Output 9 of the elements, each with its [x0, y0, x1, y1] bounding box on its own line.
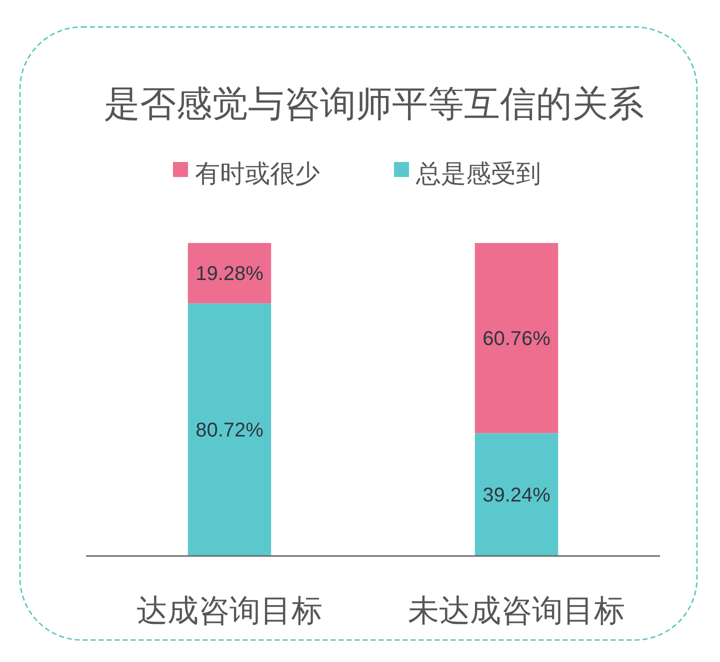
data-label: 19.28%: [196, 263, 264, 286]
category-label: 未达成咨询目标: [408, 593, 625, 628]
legend-label: 有时或很少: [195, 160, 320, 188]
data-label: 80.72%: [196, 420, 264, 442]
data-label: 60.76%: [482, 328, 550, 350]
category-label: 达成咨询目标: [136, 593, 322, 628]
title: 是否感觉与咨询师平等互信的关系: [104, 83, 644, 124]
legend-label: 总是感受到: [416, 160, 541, 188]
data-label: 39.24%: [482, 484, 550, 507]
